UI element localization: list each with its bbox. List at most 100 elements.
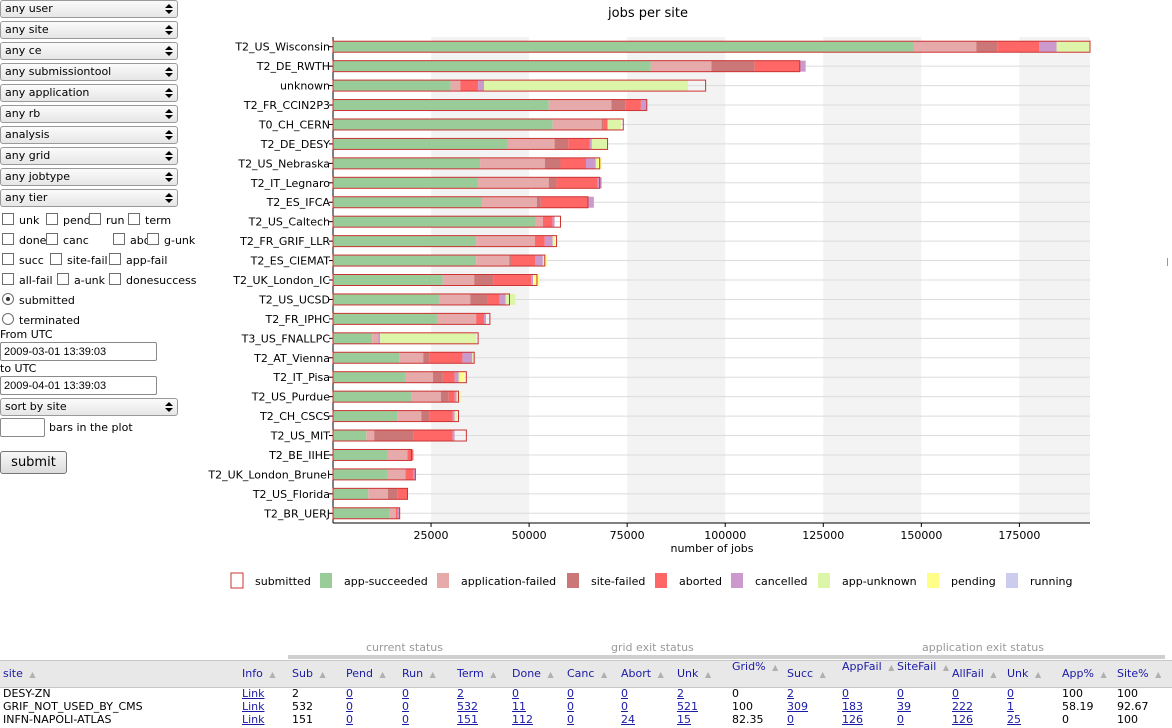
column-header-pend[interactable]: Pend ▲: [346, 667, 386, 680]
checkbox-all-fail[interactable]: all-fail: [2, 273, 53, 287]
sort-arrow-icon[interactable]: ▲: [376, 670, 386, 679]
checkbox-succ[interactable]: succ: [2, 253, 44, 267]
column-header-site-pct[interactable]: Site% ▲: [1117, 667, 1161, 680]
checkbox-box[interactable]: [46, 213, 58, 225]
column-header-canc[interactable]: Canc ▲: [567, 667, 607, 680]
table-cell[interactable]: 0: [897, 713, 904, 726]
filter-select-1[interactable]: any site: [0, 21, 178, 39]
table-cell[interactable]: 0: [952, 687, 959, 700]
table-cell[interactable]: 0: [621, 687, 628, 700]
table-cell[interactable]: 39: [897, 700, 911, 713]
sort-arrow-icon[interactable]: ▲: [987, 670, 997, 679]
column-header-site[interactable]: site ▲: [3, 667, 36, 680]
checkbox-box[interactable]: [50, 253, 62, 265]
table-cell[interactable]: 0: [346, 700, 353, 713]
checkbox-unk[interactable]: unk: [2, 213, 39, 227]
checkbox-box[interactable]: [57, 273, 69, 285]
checkbox-done[interactable]: done: [2, 233, 46, 247]
radio-submitted[interactable]: submitted: [2, 293, 75, 307]
table-cell[interactable]: 112: [512, 713, 533, 726]
checkbox-box[interactable]: [128, 213, 140, 225]
column-header-appfail[interactable]: AppFail ▲: [842, 660, 894, 673]
sort-arrow-icon[interactable]: ▲: [266, 670, 276, 679]
filter-select-3[interactable]: any submissiontool: [0, 63, 178, 81]
filter-select-7[interactable]: any grid: [0, 147, 178, 165]
column-header-info[interactable]: Info ▲: [242, 667, 276, 680]
submit-button[interactable]: submit: [0, 451, 67, 474]
sort-arrow-icon[interactable]: ▲: [26, 670, 36, 679]
table-cell[interactable]: 126: [952, 713, 973, 726]
table-cell[interactable]: 2: [787, 687, 794, 700]
sort-arrow-icon[interactable]: ▲: [427, 670, 436, 679]
checkbox-box[interactable]: [2, 253, 14, 265]
filter-select-5[interactable]: any rb: [0, 105, 178, 123]
checkbox-pend[interactable]: pend: [46, 213, 91, 227]
radio-button[interactable]: [2, 293, 14, 305]
info-link[interactable]: Link: [242, 700, 265, 713]
table-cell[interactable]: 1: [1007, 700, 1014, 713]
checkbox-box[interactable]: [2, 233, 14, 245]
info-link[interactable]: Link: [242, 713, 265, 726]
column-header-abort[interactable]: Abort ▲: [621, 667, 664, 680]
sort-select[interactable]: sort by site: [0, 398, 178, 416]
sort-arrow-icon[interactable]: ▲: [769, 663, 779, 672]
scroll-marker[interactable]: [1167, 258, 1172, 266]
filter-select-0[interactable]: any user: [0, 0, 178, 18]
table-cell[interactable]: 222: [952, 700, 973, 713]
sort-arrow-icon[interactable]: ▲: [598, 670, 608, 679]
table-cell[interactable]: 0: [402, 713, 409, 726]
column-header-allfail[interactable]: AllFail ▲: [952, 667, 997, 680]
filter-select-9[interactable]: any tier: [0, 189, 178, 207]
checkbox-g-unk[interactable]: g-unk: [147, 233, 195, 247]
table-cell[interactable]: 24: [621, 713, 635, 726]
sort-arrow-icon[interactable]: ▲: [1097, 670, 1107, 679]
table-cell[interactable]: 0: [512, 687, 519, 700]
sort-arrow-icon[interactable]: ▲: [1032, 670, 1042, 679]
checkbox-box[interactable]: [2, 213, 14, 225]
sort-arrow-icon[interactable]: ▲: [544, 670, 554, 679]
table-cell[interactable]: 0: [402, 700, 409, 713]
table-cell[interactable]: 0: [402, 687, 409, 700]
table-cell[interactable]: 0: [567, 700, 574, 713]
checkbox-site-fail[interactable]: site-fail: [50, 253, 108, 267]
table-cell[interactable]: 0: [842, 687, 849, 700]
info-link[interactable]: Link: [242, 687, 265, 700]
checkbox-box[interactable]: [89, 213, 101, 225]
table-cell[interactable]: 532: [457, 700, 478, 713]
table-cell[interactable]: 183: [842, 700, 863, 713]
table-cell[interactable]: 11: [512, 700, 526, 713]
checkbox-term[interactable]: term: [128, 213, 171, 227]
radio-button[interactable]: [2, 313, 14, 325]
table-cell[interactable]: 2: [457, 687, 464, 700]
filter-select-2[interactable]: any ce: [0, 42, 178, 60]
checkbox-box[interactable]: [109, 253, 121, 265]
checkbox-a-unk[interactable]: a-unk: [57, 273, 105, 287]
bars-count-input[interactable]: [0, 418, 45, 437]
column-header-succ[interactable]: Succ ▲: [787, 667, 826, 680]
column-header-unk[interactable]: Unk ▲: [1007, 667, 1041, 680]
checkbox-canc[interactable]: canc: [46, 233, 89, 247]
sort-arrow-icon[interactable]: ▲: [1152, 670, 1162, 679]
column-header-term[interactable]: Term ▲: [457, 667, 496, 680]
table-cell[interactable]: 309: [787, 700, 808, 713]
table-cell[interactable]: 126: [842, 713, 863, 726]
column-header-run[interactable]: Run ▲: [402, 667, 436, 680]
table-cell[interactable]: 15: [677, 713, 691, 726]
filter-select-6[interactable]: analysis: [0, 126, 178, 144]
table-cell[interactable]: 0: [621, 700, 628, 713]
checkbox-box[interactable]: [109, 273, 121, 285]
column-header-sitefail[interactable]: SiteFail ▲: [897, 660, 949, 673]
sort-arrow-icon[interactable]: ▲: [487, 670, 497, 679]
table-cell[interactable]: 0: [346, 687, 353, 700]
radio-terminated[interactable]: terminated: [2, 313, 80, 327]
table-cell[interactable]: 0: [897, 687, 904, 700]
sort-arrow-icon[interactable]: ▲: [702, 670, 712, 679]
from-date-input[interactable]: [0, 342, 157, 361]
checkbox-run[interactable]: run: [89, 213, 124, 227]
table-cell[interactable]: 2: [677, 687, 684, 700]
to-date-input[interactable]: [0, 376, 157, 395]
column-header-unk[interactable]: Unk ▲: [677, 667, 711, 680]
column-header-grid-pct[interactable]: Grid% ▲: [732, 660, 778, 673]
filter-select-8[interactable]: any jobtype: [0, 168, 178, 186]
table-cell[interactable]: 25: [1007, 713, 1021, 726]
